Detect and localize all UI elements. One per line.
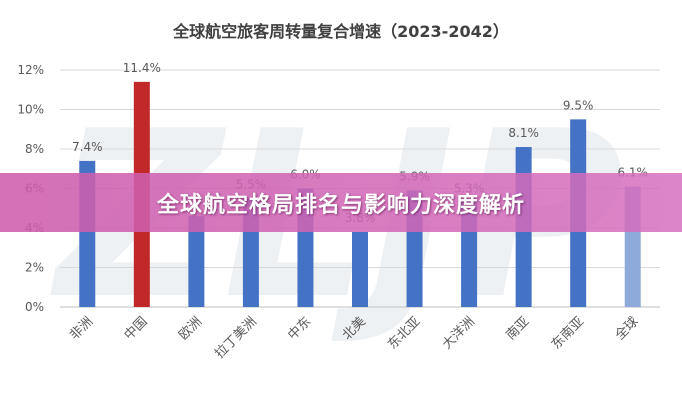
data-label: 8.1% [508,126,539,140]
bar [352,231,368,307]
data-label: 11.4% [123,61,161,75]
y-tick-label: 12% [17,63,44,77]
data-label: 9.5% [563,98,594,112]
y-tick-label: 10% [17,103,44,117]
y-tick-label: 0% [25,300,44,314]
bar [188,216,205,307]
title-banner: 全球航空格局排名与影响力深度解析 [0,173,682,232]
y-tick-label: 8% [25,142,44,156]
y-tick-label: 2% [25,261,44,275]
chart-title: 全球航空旅客周转量复合增速（2023-2042） [172,22,509,41]
data-label: 7.4% [72,140,103,154]
banner-title: 全球航空格局排名与影响力深度解析 [156,192,525,218]
